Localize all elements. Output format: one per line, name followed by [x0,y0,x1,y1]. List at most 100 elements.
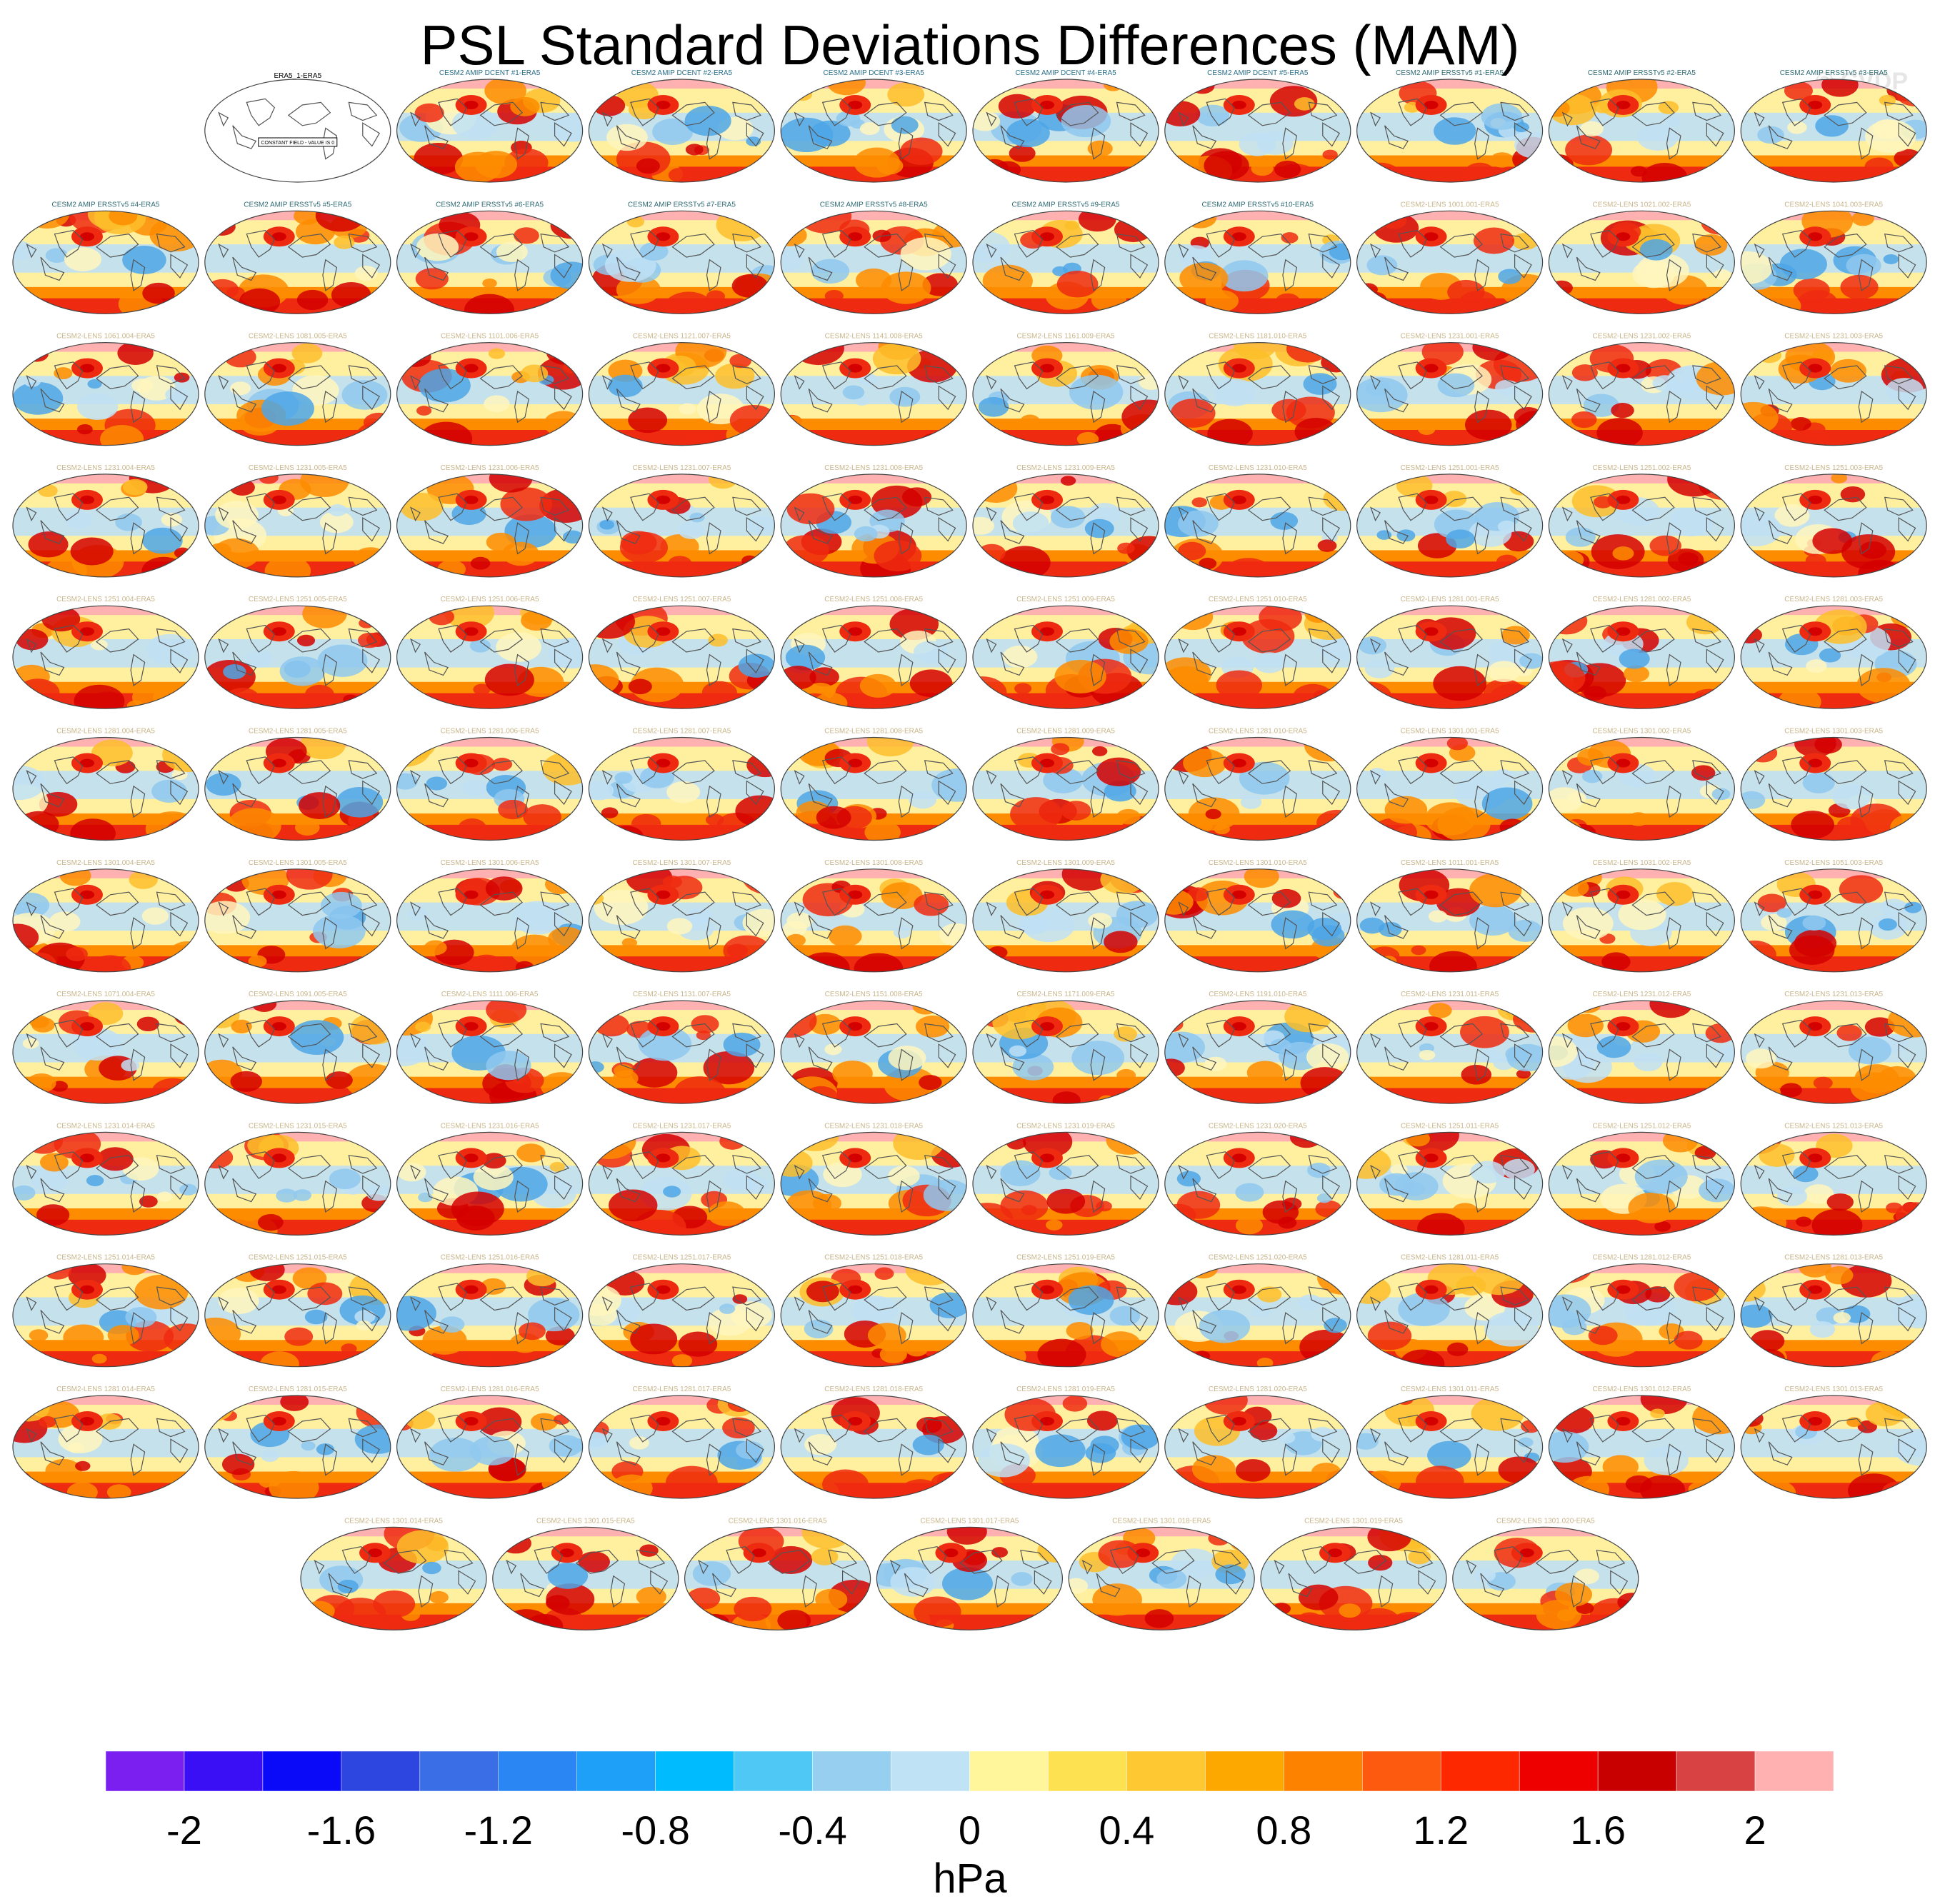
coastline [96,1418,139,1441]
panel-title: CESM2-LENS 1251.004-ERA5 [56,596,155,603]
field-blob [696,1030,711,1041]
field-blob [912,1434,944,1455]
field-blob [426,776,448,791]
field-blob [464,495,479,504]
map-panel [1740,605,1927,709]
field-blob [856,268,892,292]
map-outline [1356,1131,1544,1236]
map-outline [972,736,1159,841]
coastline [864,629,906,652]
coastline [746,781,763,804]
colorbar-swatch [105,1750,185,1792]
field-blob [1294,418,1338,446]
field-blob [854,953,904,972]
field-band [1741,1351,1927,1367]
coastline [899,1181,913,1212]
field-blob [631,813,661,833]
coastline [823,757,851,783]
coastline [363,1308,379,1331]
field-blob [1519,1548,1534,1558]
field-blob [1716,1046,1735,1063]
coastline [515,1181,529,1212]
map-panel [1740,79,1927,183]
coastline [1283,1444,1297,1475]
coastline [1323,1308,1339,1331]
coastline [1693,761,1721,778]
coastline [515,1444,529,1475]
field-band [396,824,583,841]
coastline [1193,126,1216,149]
coastline [939,1176,955,1199]
field-blob [1627,812,1649,826]
field-blob [1473,227,1514,254]
field-blob [1335,480,1351,492]
field-blob [1634,1159,1688,1194]
coastline [27,1429,36,1442]
field-blob [723,1032,761,1057]
field-blob [1791,811,1834,839]
field-blob [1514,131,1543,159]
map-panel [972,605,1159,709]
coastline [616,389,640,411]
field-blob [1644,1445,1689,1475]
coastline [1323,255,1339,278]
field-blob [245,649,274,668]
map-outline [1740,1395,1927,1499]
coastline [41,389,64,411]
field-blob [941,1567,993,1600]
map-outline [12,341,199,446]
field-blob [1428,1003,1452,1018]
field-blob [628,407,668,434]
field-blob [54,367,73,380]
panel-title: CESM2-LENS 1231.019-ERA5 [1016,1122,1115,1130]
coastline [746,518,763,541]
field-blob [636,158,660,174]
field-blob [1304,607,1351,641]
field-blob [1848,1036,1891,1065]
field-blob [1561,211,1585,225]
coastline [1632,102,1674,125]
coastline [1563,771,1572,783]
field-band [1164,693,1351,709]
coastline [1611,1571,1627,1594]
coastline [1576,916,1600,938]
coastline [1117,1287,1145,1305]
coastline [41,652,64,675]
coastline [1576,521,1600,543]
panel-title: CESM2-LENS 1251.012-ERA5 [1592,1122,1691,1130]
coastline [1693,629,1721,647]
coastline [439,888,466,915]
field-blob [13,240,34,260]
coastline [1091,391,1105,422]
coastline [1515,518,1531,541]
map-outline [1548,868,1735,973]
field-blob [317,644,368,677]
coastline [1576,652,1600,675]
coastline [1501,1287,1529,1305]
field-blob [1802,915,1826,931]
field-band [204,693,391,709]
field-blob [1616,1153,1631,1163]
field-blob [223,664,246,680]
coastline [1859,128,1873,159]
field-blob [1750,1330,1785,1353]
coastline [541,761,569,778]
field-blob [1235,1216,1263,1235]
coastline [425,1178,449,1201]
coastline [1117,366,1145,384]
coastline [534,1547,562,1573]
coastline [1371,508,1380,521]
panel-title: CESM2-LENS 1231.020-ERA5 [1209,1122,1307,1130]
panel-title: CESM2-LENS 1231.011-ERA5 [1401,991,1499,998]
field-blob [745,1176,770,1193]
field-blob [1789,935,1835,965]
field-blob [204,901,251,934]
map-panel [1740,210,1927,314]
map-outline [876,1526,1064,1630]
map-outline [12,1263,199,1368]
colorbar-swatch [1519,1750,1599,1792]
field-blob [510,96,540,116]
coastline [1885,102,1913,120]
map-outline [1548,1000,1735,1104]
field-blob [31,1017,55,1033]
